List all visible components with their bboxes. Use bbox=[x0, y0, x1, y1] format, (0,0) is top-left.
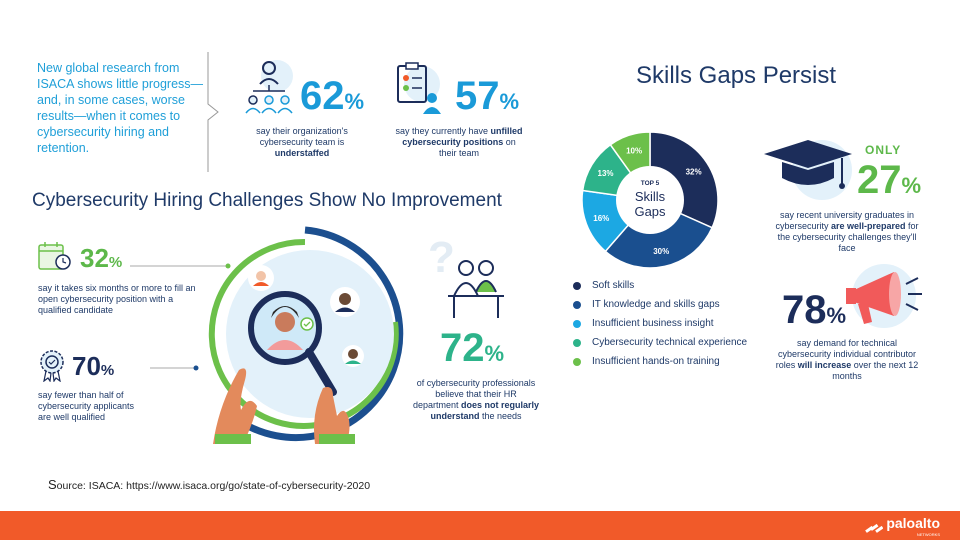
donut-label-2: 30% bbox=[653, 247, 669, 256]
stat-78-caption: say demand for technical cybersecurity i… bbox=[775, 338, 919, 381]
donut-label-1: 32% bbox=[686, 168, 702, 177]
graduation-cap-icon bbox=[764, 140, 852, 200]
legend-label: Cybersecurity technical experience bbox=[592, 337, 748, 348]
chevron-divider bbox=[207, 52, 219, 172]
donut-center-line2: Gaps bbox=[634, 204, 666, 219]
legend-label: Soft skills bbox=[592, 280, 635, 291]
paloalto-logo: paloalto NETWORKS bbox=[865, 515, 940, 541]
skills-title: Skills Gaps Persist bbox=[636, 62, 837, 89]
legend-dot bbox=[573, 338, 581, 347]
legend-item: Insufficient hands-on training bbox=[573, 352, 747, 371]
legend-item: Cybersecurity technical experience bbox=[573, 333, 747, 352]
stat-62: 62% bbox=[300, 74, 365, 118]
legend-label: Insufficient business insight bbox=[592, 318, 714, 329]
stat-70: 70% bbox=[72, 351, 115, 381]
clipboard-person-icon bbox=[397, 62, 441, 114]
megaphone-icon bbox=[846, 264, 922, 328]
legend-item: Soft skills bbox=[573, 276, 747, 295]
donut-legend: Soft skills IT knowledge and skills gaps I… bbox=[573, 276, 747, 371]
stat-72-caption: of cybersecurity professionals believe t… bbox=[412, 378, 540, 421]
svg-text:?: ? bbox=[428, 233, 455, 282]
stat-78: 78% bbox=[782, 288, 847, 332]
footer-bar bbox=[0, 511, 960, 540]
legend-label: Insufficient hands-on training bbox=[592, 356, 720, 367]
badge-ribbon-icon bbox=[40, 350, 64, 382]
skills-donut-chart: TOP 5 Skills Gaps 32% 30% 16% 13% 10% bbox=[581, 131, 719, 269]
logo-sub: NETWORKS bbox=[916, 532, 940, 537]
legend-item: IT knowledge and skills gaps bbox=[573, 295, 747, 314]
donut-label-5: 10% bbox=[626, 146, 642, 155]
donut-label-3: 16% bbox=[593, 214, 609, 223]
legend-dot bbox=[573, 357, 581, 366]
team-org-icon bbox=[245, 60, 293, 114]
source-text: Source: ISACA: https://www.isaca.org/go/… bbox=[48, 477, 371, 492]
legend-dot bbox=[573, 300, 581, 309]
donut-center-line1: Skills bbox=[635, 189, 666, 204]
legend-label: IT knowledge and skills gaps bbox=[592, 299, 720, 310]
stat-27-caption: say recent university graduates in cyber… bbox=[775, 210, 919, 253]
stat-57-caption: say they currently have unfilled cyberse… bbox=[395, 126, 523, 158]
donut-slice-2 bbox=[604, 199, 714, 269]
hr-people-desk-icon: ? bbox=[428, 233, 504, 318]
stat-27: 27% bbox=[857, 158, 922, 202]
hiring-title: Cybersecurity Hiring Challenges Show No … bbox=[32, 190, 502, 211]
stat-27-only: ONLY bbox=[865, 143, 902, 157]
logo-name: paloalto bbox=[886, 515, 940, 531]
donut-label-4: 13% bbox=[598, 169, 614, 178]
pointer-lines bbox=[130, 263, 231, 371]
intro-text: New global research from ISACA shows lit… bbox=[37, 61, 204, 155]
donut-center-top: TOP 5 bbox=[641, 180, 660, 187]
stat-32-caption: say it takes six months or more to fill … bbox=[38, 283, 196, 315]
legend-item: Insufficient business insight bbox=[573, 314, 747, 333]
stat-72: 72% bbox=[440, 326, 505, 370]
stat-32: 32% bbox=[80, 243, 123, 273]
legend-dot bbox=[573, 319, 581, 328]
calendar-clock-icon bbox=[38, 242, 71, 270]
paloalto-logo-icon bbox=[865, 523, 884, 533]
magnifier-illustration bbox=[208, 226, 404, 444]
stat-70-caption: say fewer than half of cybersecurity app… bbox=[38, 390, 135, 422]
stat-62-caption: say their organization's cybersecurity t… bbox=[256, 126, 348, 158]
legend-dot bbox=[573, 281, 581, 290]
stat-57: 57% bbox=[455, 74, 520, 118]
